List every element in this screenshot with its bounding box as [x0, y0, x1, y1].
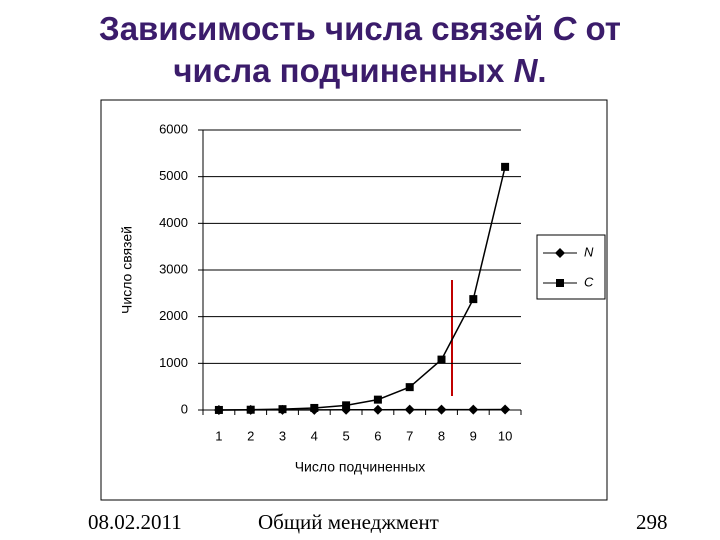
y-tick-label: 6000 [159, 121, 188, 136]
marker [310, 403, 319, 412]
x-tick-label: 6 [374, 428, 381, 443]
x-tick-label: 2 [247, 428, 254, 443]
footer-course: Общий менеджмент [258, 510, 439, 534]
series-line [218, 166, 506, 411]
marker [373, 395, 382, 404]
x-tick-label: 5 [342, 428, 349, 443]
marker [405, 383, 414, 392]
slide-title: Зависимость числа связей C от числа подч… [0, 8, 720, 92]
x-tick-label: 3 [279, 428, 286, 443]
legend-box [536, 234, 606, 300]
x-tick-label: 8 [438, 428, 445, 443]
marker [342, 401, 351, 410]
x-tick-label: 7 [406, 428, 413, 443]
y-tick-label: 1000 [159, 355, 188, 370]
marker [556, 279, 564, 287]
y-tick-label: 5000 [159, 168, 188, 183]
title-part: от числа подчиненных [173, 10, 631, 89]
y-tick-label: 2000 [159, 308, 188, 323]
legend-label: C [584, 274, 594, 289]
title-part: N [513, 52, 538, 89]
marker [278, 405, 287, 414]
y-axis-title: Число связей [119, 226, 135, 314]
y-tick-label: 4000 [159, 215, 188, 230]
footer-page: 298 [636, 510, 668, 534]
x-tick-label: 4 [311, 428, 318, 443]
title-part: . [537, 52, 547, 89]
marker [437, 355, 446, 364]
x-tick-label: 1 [215, 428, 222, 443]
footer-date: 08.02.2011 [88, 510, 182, 534]
x-tick-label: 10 [498, 428, 512, 443]
title-part: Зависимость числа связей [99, 10, 553, 47]
title-part: C [552, 10, 577, 47]
y-tick-label: 3000 [159, 261, 188, 276]
legend-label: N [584, 244, 594, 259]
y-tick-label: 0 [181, 401, 188, 416]
x-tick-label: 9 [470, 428, 477, 443]
marker [555, 248, 565, 258]
chart-frame [100, 99, 608, 501]
x-axis-title: Число подчиненных [295, 459, 426, 475]
marker [501, 162, 510, 171]
marker [469, 295, 478, 304]
